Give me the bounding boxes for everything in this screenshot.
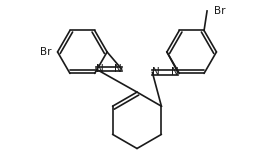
Text: N: N (152, 67, 160, 77)
Text: N: N (96, 64, 103, 74)
Text: Br: Br (40, 47, 52, 57)
Text: Br: Br (214, 6, 226, 16)
Text: N: N (114, 64, 122, 74)
Text: N: N (171, 67, 178, 77)
